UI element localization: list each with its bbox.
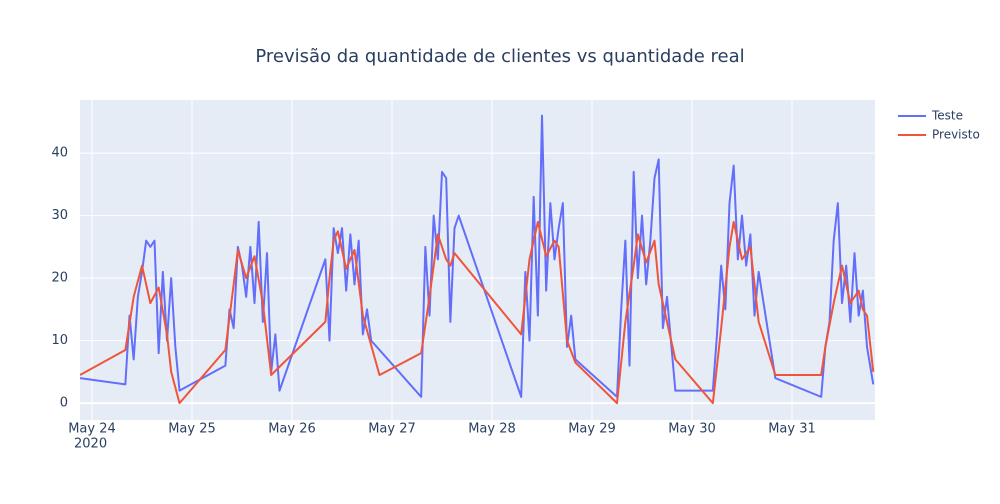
x-tick-label: May 30 (668, 422, 716, 437)
series-line (80, 114, 875, 398)
legend-item[interactable]: Previsto (898, 128, 980, 142)
legend-label: Teste (931, 109, 963, 123)
lines (80, 114, 875, 405)
x-tick-label: May 24 (68, 422, 116, 437)
series-line (80, 220, 875, 405)
x-tick-label: May 28 (468, 422, 516, 437)
x-tick-label: May 26 (268, 422, 316, 437)
grid (80, 100, 875, 420)
y-tick-label: 10 (51, 333, 68, 348)
legend-item[interactable]: Teste (898, 109, 963, 123)
x-tick-label: May 25 (168, 422, 216, 437)
y-tick-label: 30 (51, 208, 68, 223)
x-tick-label: May 29 (568, 422, 616, 437)
x-tick-label: May 31 (768, 422, 816, 437)
chart-title: Previsão da quantidade de clientes vs qu… (255, 46, 744, 67)
plot-background (80, 100, 875, 420)
x-tick-label: May 27 (368, 422, 416, 437)
x-tick-year: 2020 (74, 437, 107, 452)
legend-label: Previsto (932, 128, 980, 142)
y-tick-label: 0 (60, 396, 68, 411)
y-tick-label: 20 (51, 271, 68, 286)
y-tick-label: 40 (51, 146, 68, 161)
